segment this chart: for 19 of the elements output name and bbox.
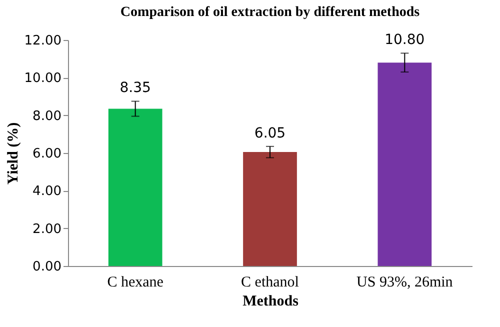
y-tick-label: 6.00: [32, 146, 62, 162]
x-tick-label: US 93%, 26min: [356, 274, 454, 290]
y-tick-label: 10.00: [24, 71, 62, 86]
y-axis-title: Yield (%): [5, 122, 22, 185]
y-tick-label: 8.00: [32, 108, 62, 124]
y-tick-label: 4.00: [32, 184, 62, 200]
bar: [378, 62, 432, 266]
x-tick-label: C ethanol: [241, 274, 299, 290]
bar: [243, 152, 297, 266]
x-tick-label: C hexane: [107, 274, 164, 290]
data-label: 6.05: [254, 125, 286, 142]
y-tick-label: 0.00: [32, 260, 62, 274]
y-tick-label: 12.00: [24, 34, 62, 48]
bar: [108, 108, 162, 266]
chart-title: Comparison of oil extraction by different methods: [120, 5, 420, 20]
y-tick-label: 2.00: [32, 222, 62, 237]
data-label: 10.80: [384, 32, 425, 48]
x-axis-title: Methods: [242, 294, 299, 310]
data-label: 8.35: [120, 80, 151, 96]
